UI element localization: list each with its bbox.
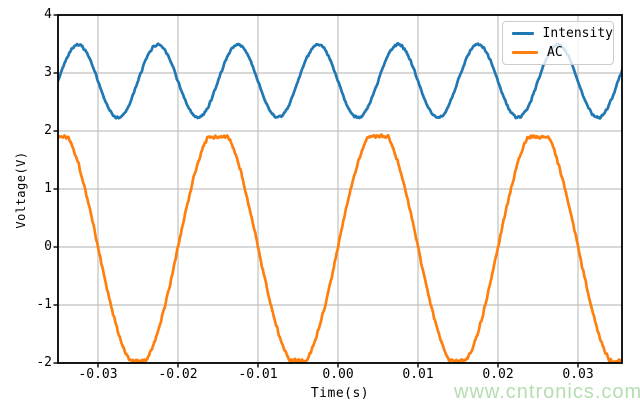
- y-tick-label: -2: [36, 355, 52, 370]
- x-tick-label: -0.01: [238, 367, 278, 382]
- x-tick-label: -0.03: [78, 367, 118, 382]
- intensity-curve: [58, 41, 622, 120]
- watermark: www.cntronics.com: [454, 381, 640, 403]
- ac-curve: [58, 133, 622, 363]
- y-tick-label: 1: [44, 181, 52, 196]
- x-axis-label: Time(s): [310, 386, 370, 401]
- x-tick-label: 0.00: [322, 367, 354, 382]
- ac-line-swatch: [512, 51, 538, 54]
- x-tick-label: 0.02: [482, 367, 514, 382]
- y-tick-label: 4: [44, 7, 52, 22]
- legend-item-ac: AC: [512, 45, 613, 60]
- legend: Intensity AC: [502, 21, 614, 65]
- legend-item-intensity: Intensity: [512, 26, 613, 41]
- legend-label-ac: AC: [547, 45, 563, 60]
- y-tick-label: 3: [44, 65, 52, 80]
- y-tick-label: -1: [36, 297, 52, 312]
- y-tick-label: 2: [44, 123, 52, 138]
- x-tick-label: 0.01: [402, 367, 434, 382]
- y-tick-label: 0: [44, 239, 52, 254]
- x-tick-label: -0.02: [158, 367, 198, 382]
- intensity-line-swatch: [512, 32, 534, 35]
- x-tick-label: 0.03: [562, 367, 594, 382]
- legend-label-intensity: Intensity: [542, 26, 613, 41]
